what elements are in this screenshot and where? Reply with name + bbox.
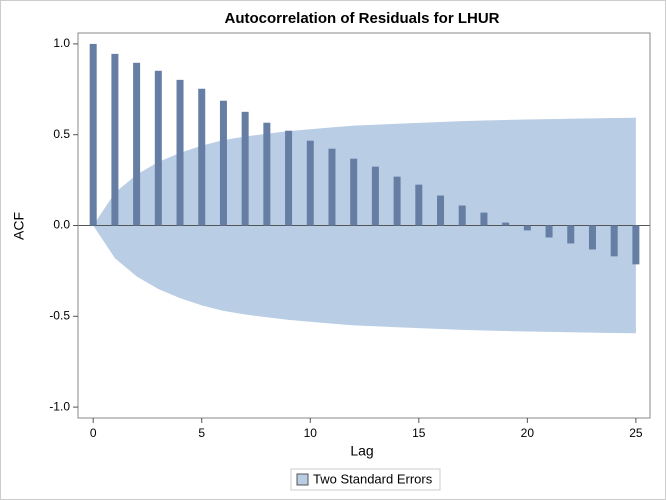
bar — [198, 88, 206, 226]
bar — [632, 225, 640, 265]
y-tick-label: -0.5 — [49, 308, 70, 322]
bar — [176, 79, 184, 226]
bar — [415, 184, 423, 226]
y-tick-label: 0.0 — [53, 218, 70, 232]
bar — [502, 222, 510, 226]
bar — [523, 225, 531, 231]
bar — [480, 212, 488, 226]
bar — [371, 166, 379, 226]
bar — [154, 70, 162, 226]
bar — [285, 130, 293, 226]
x-tick-label: 15 — [412, 426, 426, 440]
bar — [263, 122, 271, 226]
y-tick-label: -1.0 — [49, 399, 70, 413]
bar — [219, 100, 227, 226]
bar — [350, 158, 358, 226]
bar — [437, 195, 445, 226]
bar — [567, 225, 575, 244]
x-tick-label: 5 — [198, 426, 205, 440]
error-band — [93, 117, 636, 226]
x-tick-label: 25 — [629, 426, 643, 440]
y-axis-label: ACF — [11, 212, 27, 240]
error-band — [93, 225, 636, 334]
bar — [610, 225, 618, 257]
bar — [328, 148, 336, 226]
chart-title: Autocorrelation of Residuals for LHUR — [224, 10, 499, 27]
bar — [133, 62, 141, 226]
bar — [393, 176, 401, 226]
y-tick-label: 0.5 — [53, 127, 70, 141]
bar — [241, 111, 249, 226]
bar — [89, 43, 97, 226]
bar — [588, 225, 596, 250]
x-tick-label: 0 — [90, 426, 97, 440]
x-tick-label: 10 — [304, 426, 318, 440]
legend — [290, 468, 441, 491]
x-axis-label: Lag — [350, 443, 373, 459]
bar — [306, 140, 314, 226]
bar — [458, 205, 466, 226]
x-tick-label: 20 — [521, 426, 535, 440]
bar — [545, 225, 553, 238]
bar — [111, 53, 119, 226]
legend-label: Two Standard Errors — [313, 471, 433, 486]
y-tick-label: 1.0 — [53, 36, 70, 50]
legend-swatch — [296, 473, 309, 486]
